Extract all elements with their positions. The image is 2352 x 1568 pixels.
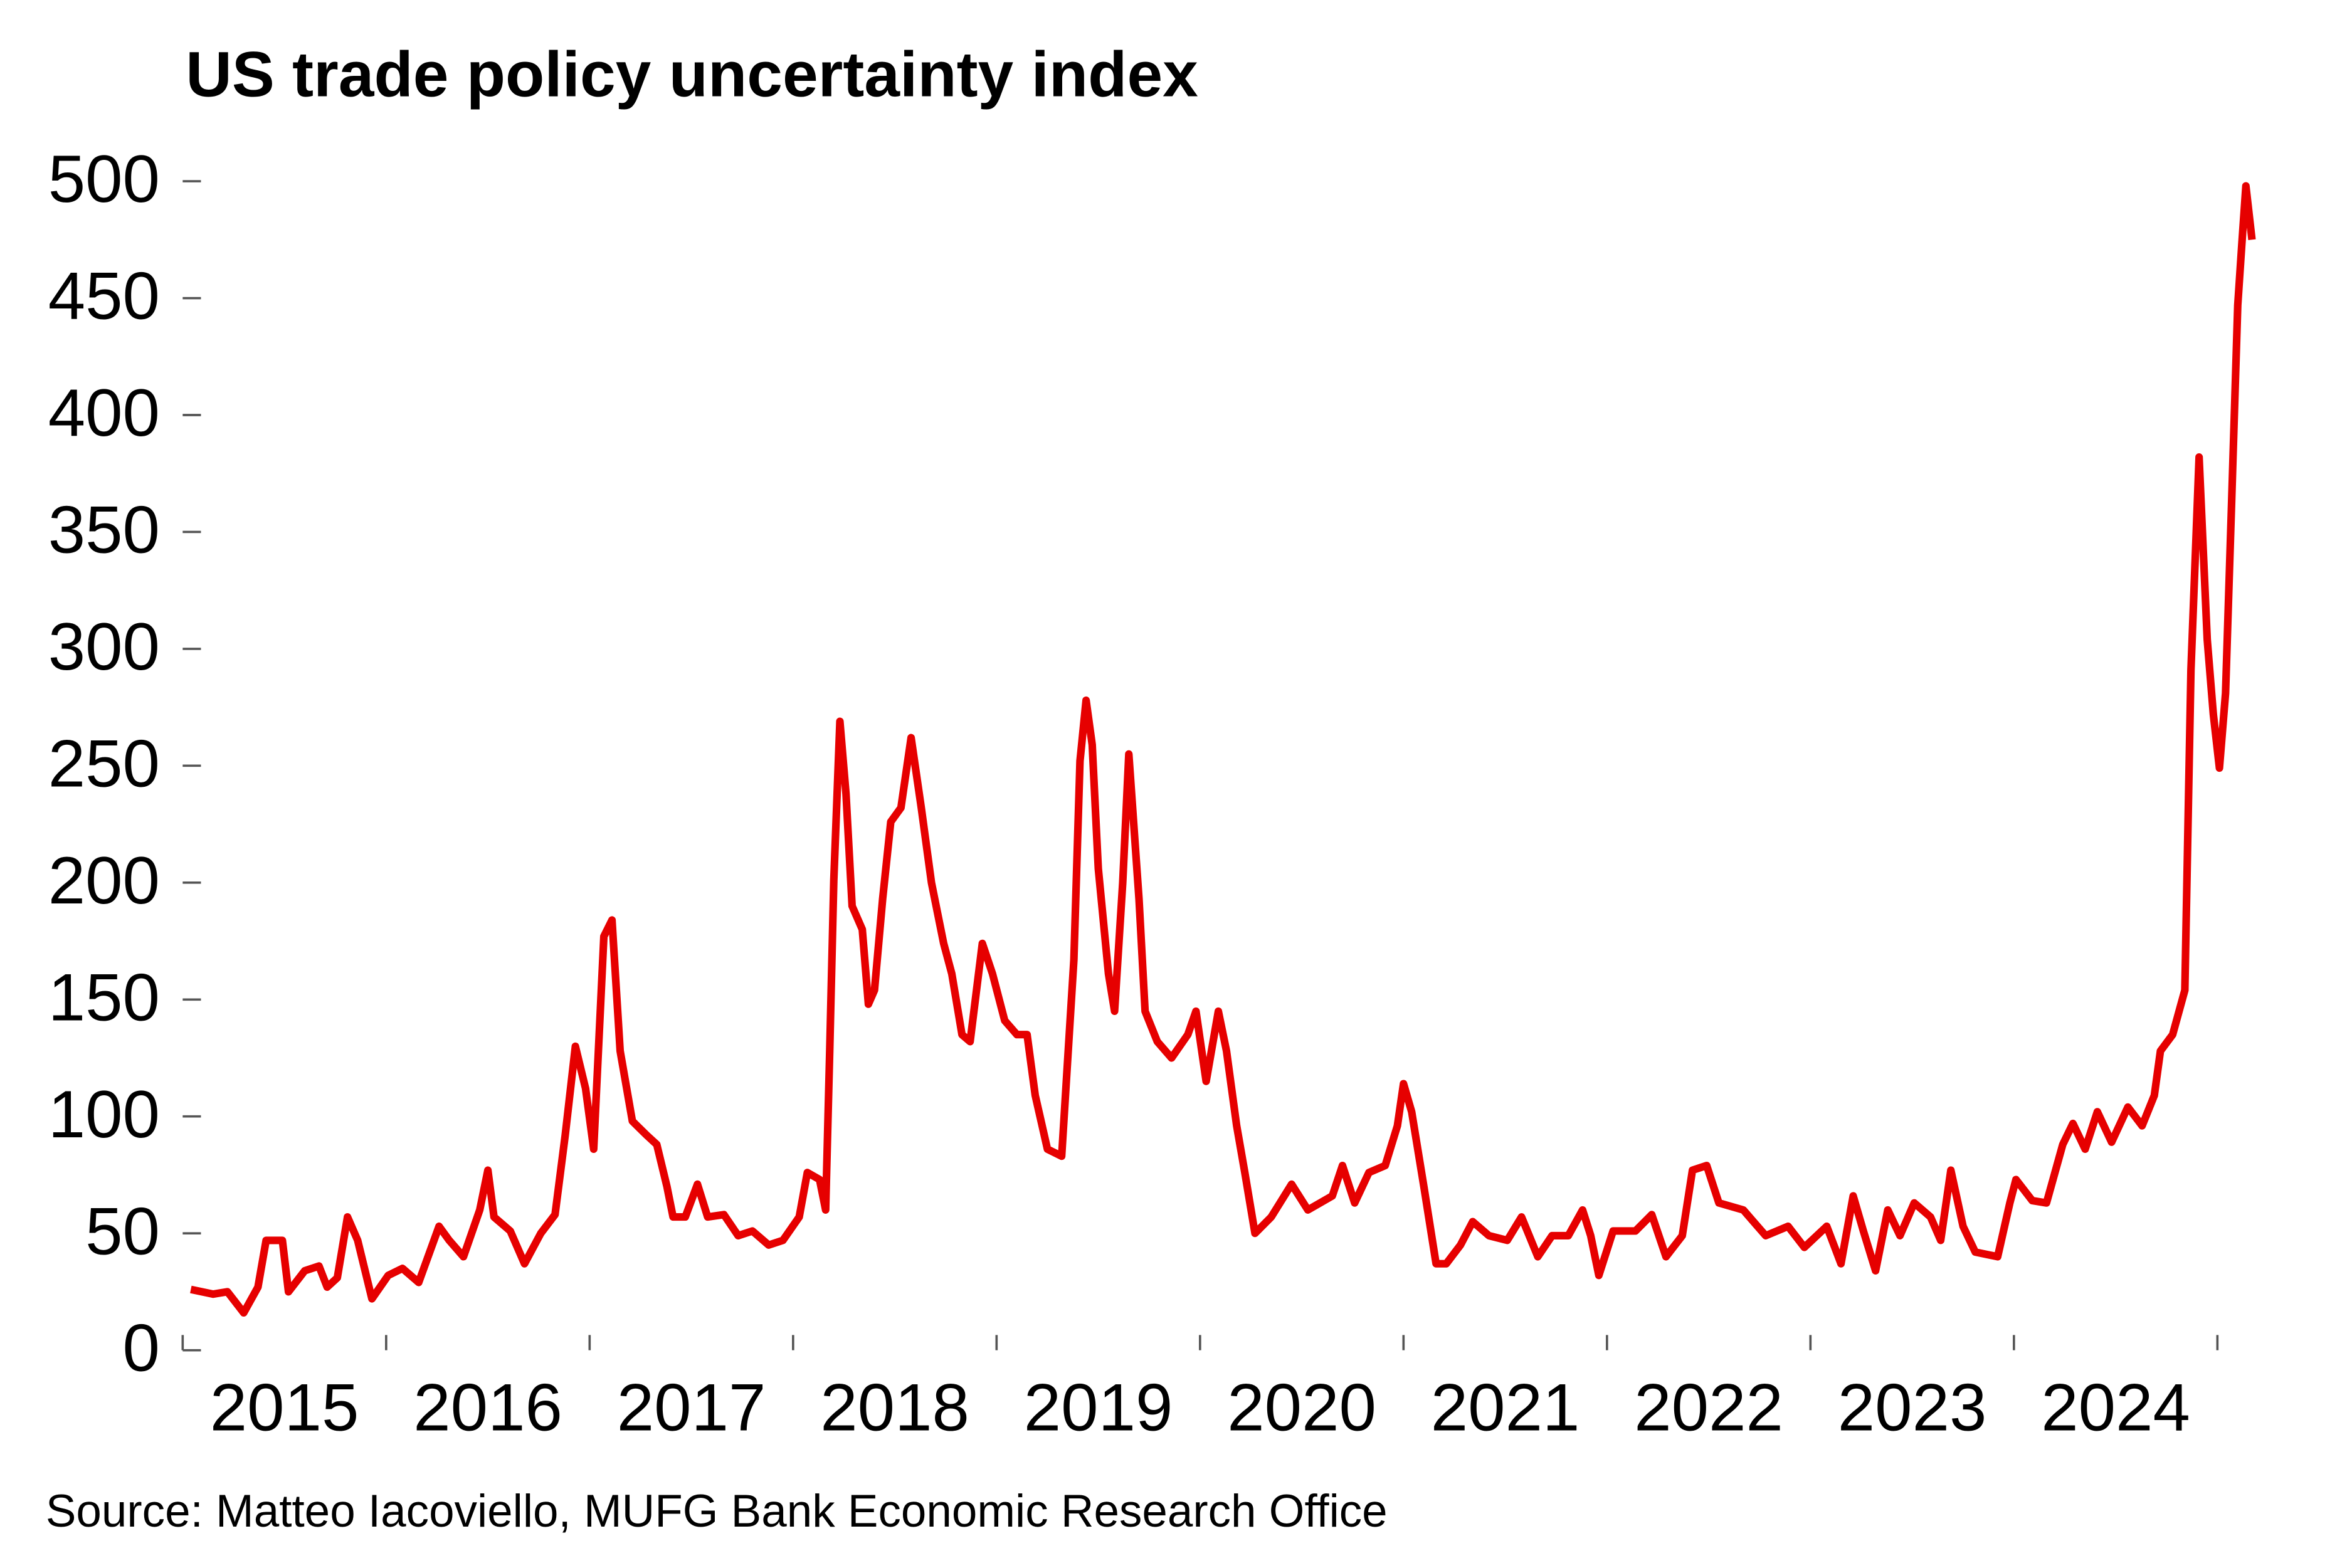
y-tick-label: 150	[48, 959, 160, 1034]
x-tick-label: 2021	[1431, 1369, 1580, 1444]
y-tick-label: 400	[48, 375, 160, 450]
y-tick-label: 450	[48, 258, 160, 334]
y-tick-label: 200	[48, 843, 160, 918]
y-tick-label: 100	[48, 1076, 160, 1152]
y-tick-label: 350	[48, 492, 160, 567]
x-tick-label: 2024	[2041, 1369, 2190, 1444]
y-tick-label: 50	[85, 1193, 160, 1268]
y-tick-label: 300	[48, 609, 160, 684]
data-line	[190, 182, 2256, 1317]
x-tick-label: 2018	[820, 1369, 969, 1444]
x-tick-label: 2022	[1634, 1369, 1783, 1444]
x-tick-label: 2016	[413, 1369, 562, 1444]
y-tick-label: 250	[48, 725, 160, 801]
source-note: Source: Matteo Iacoviello, MUFG Bank Eco…	[46, 1486, 1388, 1537]
x-tick-label: 2019	[1024, 1369, 1173, 1444]
x-tick-label: 2017	[617, 1369, 766, 1444]
y-tick-label: 500	[48, 141, 160, 216]
x-tick-label: 2023	[1838, 1369, 1987, 1444]
y-tick-label: 0	[123, 1310, 160, 1386]
x-tick-label: 2020	[1227, 1369, 1376, 1444]
x-tick-label: 2015	[210, 1369, 359, 1444]
chart-title: US trade policy uncertainty index	[186, 38, 1198, 110]
